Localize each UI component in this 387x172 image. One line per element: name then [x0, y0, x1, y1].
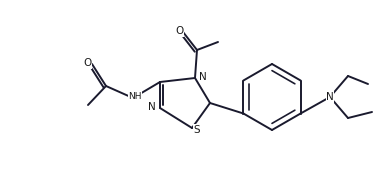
Text: O: O — [83, 58, 91, 68]
Text: N: N — [148, 102, 156, 112]
Text: O: O — [175, 26, 183, 36]
Text: N: N — [326, 92, 334, 102]
Text: NH: NH — [128, 92, 142, 100]
Text: N: N — [199, 72, 207, 82]
Text: S: S — [194, 125, 200, 135]
